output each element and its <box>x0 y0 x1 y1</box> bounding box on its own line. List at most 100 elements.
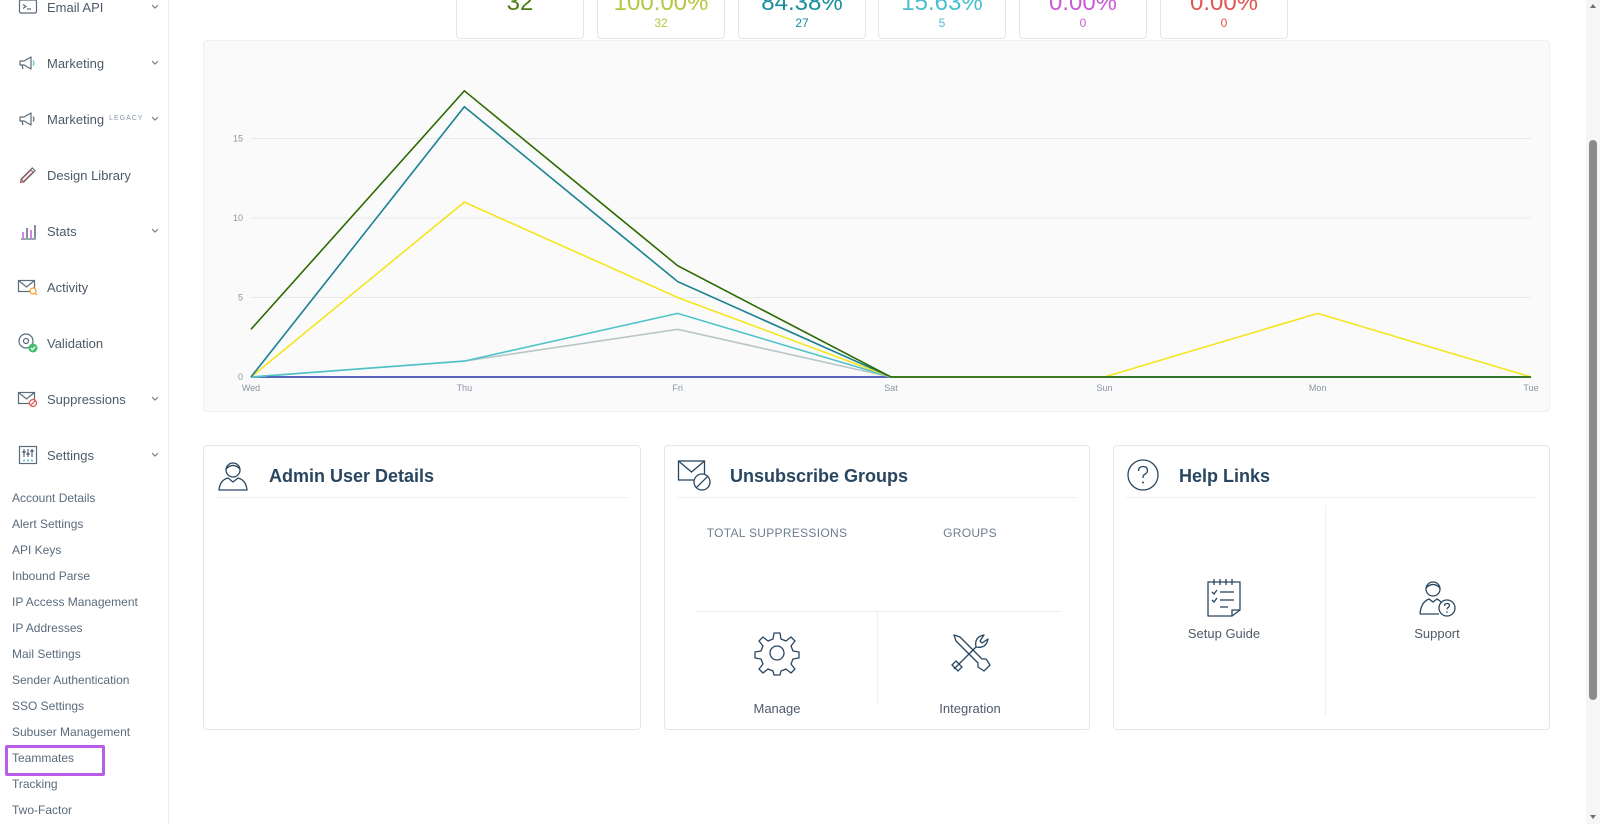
stat-value: 0.00% <box>1189 0 1259 16</box>
stat-count: 0 <box>1079 16 1087 30</box>
groups-label: GROUPS <box>943 526 997 540</box>
x-tick-label: Sun <box>1096 383 1112 393</box>
chevron-down-icon <box>151 3 159 11</box>
sidebar-item-label: Stats <box>47 223 77 239</box>
stat-value: 84.38% <box>761 0 843 16</box>
sidebar-item-label: Suppressions <box>47 391 126 407</box>
card-header: Admin User Details <box>216 456 628 498</box>
setup-guide-link[interactable]: Setup Guide <box>1154 578 1294 641</box>
sidebar-item-activity[interactable]: Activity <box>0 272 169 302</box>
sidebar-item-stats[interactable]: Stats <box>0 216 169 246</box>
sidebar-item-label: Settings <box>47 447 94 463</box>
settings-subitem-sender-authentication[interactable]: Sender Authentication <box>12 673 130 687</box>
pencil-ruler-icon <box>17 164 39 186</box>
sidebar-nav: Email API Marketing Marketing LEGACY Desi… <box>0 0 169 824</box>
series-line <box>250 312 1531 378</box>
chevron-down-icon <box>151 227 159 235</box>
stat-tile-delivered: 100.00% 32 <box>597 0 725 39</box>
highlight-outline <box>5 745 105 776</box>
x-tick-label: Fri <box>672 383 683 393</box>
stat-tile-bounces: 0.00% 0 <box>1019 0 1147 39</box>
unsubscribe-groups-card: Unsubscribe Groups TOTAL SUPPRESSIONS GR… <box>664 445 1090 730</box>
support-link[interactable]: Support <box>1367 578 1507 641</box>
at-check-icon <box>17 332 39 354</box>
stat-count: 32 <box>654 16 668 30</box>
stat-value: 15.63% <box>901 0 983 16</box>
settings-subitem-tracking[interactable]: Tracking <box>12 777 58 791</box>
chevron-down-icon <box>151 395 159 403</box>
stat-tile-clicked: 15.63% 5 <box>878 0 1006 39</box>
stat-count: 27 <box>795 16 809 30</box>
scrollbar-thumb[interactable] <box>1589 140 1597 700</box>
sidebar-item-label: Marketing <box>47 111 105 127</box>
series-line <box>250 89 1531 378</box>
settings-subitem-teammates[interactable]: Teammates <box>12 751 75 765</box>
integration-button[interactable]: Integration <box>900 629 1040 716</box>
sliders-icon <box>17 444 39 466</box>
checklist-icon <box>1154 578 1294 618</box>
y-tick-label: 10 <box>233 213 243 223</box>
stat-count: 0 <box>1220 16 1228 30</box>
bar-chart-icon <box>17 220 39 242</box>
sidebar-item-email-api[interactable]: Email API <box>0 0 169 22</box>
stat-tile-opened: 84.38% 27 <box>738 0 866 39</box>
envelope-block-icon <box>17 388 39 410</box>
sidebar-item-label: Marketing <box>47 55 105 71</box>
help-links-card: Help Links Setup Guide Support <box>1113 445 1550 730</box>
gear-icon <box>697 629 857 677</box>
stats-chart-card: 0 5 10 15 Wed Thu Fri Sat Sun Mon Tue <box>203 40 1550 412</box>
series-line <box>250 105 1531 378</box>
legacy-badge: LEGACY <box>109 114 144 122</box>
card-title: Unsubscribe Groups <box>730 466 909 486</box>
sidebar-item-validation[interactable]: Validation <box>0 328 169 358</box>
sidebar-item-label-group: Marketing LEGACY <box>47 112 143 127</box>
settings-subitem-ip-access-management[interactable]: IP Access Management <box>12 595 138 609</box>
settings-subitem-ip-addresses[interactable]: IP Addresses <box>12 621 83 635</box>
divider <box>1325 506 1326 716</box>
card-header: Unsubscribe Groups <box>677 456 1077 498</box>
sidebar-item-marketing-legacy[interactable]: Marketing LEGACY <box>0 104 169 134</box>
sidebar-item-suppressions[interactable]: Suppressions <box>0 384 169 414</box>
manage-label: Manage <box>753 701 801 716</box>
settings-subitem-sso-settings[interactable]: SSO Settings <box>12 699 85 713</box>
sidebar-item-design-library[interactable]: Design Library <box>0 160 169 190</box>
page-scrollbar[interactable] <box>1586 0 1600 824</box>
stat-value: 32 <box>506 0 534 16</box>
scroll-down-arrow-icon[interactable] <box>1589 813 1597 821</box>
manage-button[interactable]: Manage <box>697 629 857 716</box>
settings-subitem-inbound-parse[interactable]: Inbound Parse <box>12 569 91 583</box>
stat-count: 5 <box>938 16 946 30</box>
divider <box>695 611 1061 612</box>
settings-subitem-alert-settings[interactable]: Alert Settings <box>12 517 84 531</box>
stat-tile-spam-reports: 0.00% 0 <box>1160 0 1288 39</box>
scroll-up-arrow-icon[interactable] <box>1589 2 1597 10</box>
card-header: Help Links <box>1126 456 1537 498</box>
chevron-down-icon <box>151 59 159 67</box>
stat-value: 100.00% <box>613 0 709 16</box>
sidebar-item-marketing[interactable]: Marketing <box>0 48 169 78</box>
settings-subitem-api-keys[interactable]: API Keys <box>12 543 62 557</box>
card-title: Admin User Details <box>269 466 435 486</box>
user-icon <box>216 458 250 492</box>
settings-subitem-account-details[interactable]: Account Details <box>12 491 96 505</box>
y-tick-label: 15 <box>233 134 243 144</box>
integration-label: Integration <box>939 701 1001 716</box>
sidebar-item-label: Design Library <box>47 167 131 183</box>
settings-subitem-subuser-management[interactable]: Subuser Management <box>12 725 131 739</box>
x-tick-label: Wed <box>242 383 260 393</box>
support-agent-icon <box>1367 578 1507 618</box>
megaphone-icon <box>17 108 39 130</box>
sidebar-item-settings[interactable]: Settings <box>0 440 169 470</box>
settings-subitem-two-factor[interactable]: Two-Factor <box>12 803 73 817</box>
card-title: Help Links <box>1179 466 1271 486</box>
settings-subitem-mail-settings[interactable]: Mail Settings <box>12 647 81 661</box>
megaphone-icon <box>17 52 39 74</box>
y-tick-label: 0 <box>238 372 243 382</box>
envelope-block-icon <box>677 458 711 492</box>
wrench-screwdriver-icon <box>900 629 1040 677</box>
stat-tile-requests: 32 <box>456 0 584 39</box>
x-tick-label: Mon <box>1309 383 1327 393</box>
y-tick-label: 5 <box>238 293 243 303</box>
sidebar-item-label: Activity <box>47 279 89 295</box>
setup-guide-label: Setup Guide <box>1187 626 1261 641</box>
